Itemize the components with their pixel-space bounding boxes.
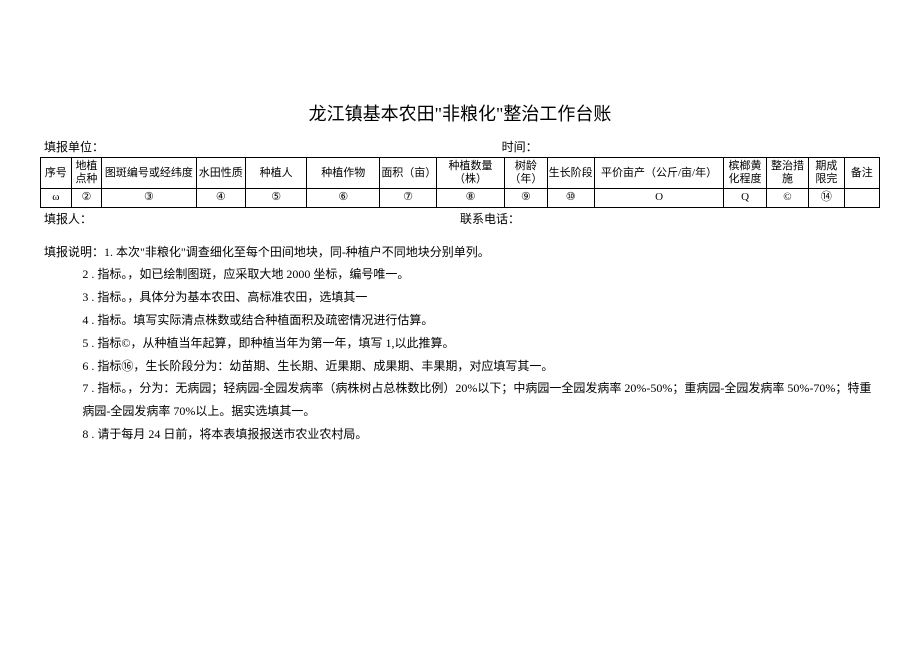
- main-table: 序号地植点种图斑编号或经纬度水田性质种植人种植作物面积（亩）种植数量（株）树龄（…: [40, 157, 880, 208]
- notes-item: 8 . 请于每月 24 日前，将本表填报报送市农业农村局。: [44, 423, 876, 446]
- table-data-cell: ©: [766, 189, 808, 207]
- table-header-cell: 种植数量（株）: [436, 158, 504, 189]
- table-header-cell: 树龄（年）: [505, 158, 547, 189]
- notes-item: 1. 本次"非粮化"调查细化至每个田间地块，同-种植户不同地块分别单列。: [104, 241, 876, 264]
- table-data-cell: ⑨: [505, 189, 547, 207]
- time-label: 时间：: [502, 138, 876, 155]
- table-header-cell: 地植点种: [71, 158, 102, 189]
- table-data-cell: ⑤: [246, 189, 307, 207]
- table-header-cell: 平价亩产（公斤/亩/年）: [594, 158, 724, 189]
- notes-label: 填报说明：: [44, 241, 104, 264]
- table-header-cell: 水田性质: [196, 158, 245, 189]
- table-data-cell: O: [594, 189, 724, 207]
- below-info-row: 填报人： 联系电话：: [40, 210, 880, 227]
- table-data-row: ω②③④⑤⑥⑦⑧⑨⑩OQ©⑭: [41, 189, 880, 207]
- table-data-cell: Q: [724, 189, 766, 207]
- report-unit-label: 填报单位：: [44, 138, 502, 155]
- table-data-cell: ω: [41, 189, 72, 207]
- table-header-cell: 图斑编号或经纬度: [102, 158, 196, 189]
- notes-item: 5 . 指标©，从种植当年起算，即种植当年为第一年，填写 1,以此推算。: [44, 332, 876, 355]
- table-header-cell: 面积（亩）: [380, 158, 437, 189]
- document-page: 龙江镇基本农田"非粮化"整治工作台账 填报单位： 时间： 序号地植点种图斑编号或…: [0, 0, 920, 486]
- table-header-row: 序号地植点种图斑编号或经纬度水田性质种植人种植作物面积（亩）种植数量（株）树龄（…: [41, 158, 880, 189]
- notes-item: 2 . 指标。，如已绘制图斑，应采取大地 2000 坐标，编号唯一。: [44, 263, 876, 286]
- notes-item: 7 . 指标。，分为：无病园；轻病园-全园发病率（病株树占总株数比例）20%以下…: [44, 377, 876, 423]
- table-data-cell: ⑧: [436, 189, 504, 207]
- table-data-cell: ④: [196, 189, 245, 207]
- table-header-cell: 种植人: [246, 158, 307, 189]
- table-data-cell: ②: [71, 189, 102, 207]
- table-data-cell: ⑩: [547, 189, 594, 207]
- table-data-cell: [844, 189, 880, 207]
- table-header-cell: 整治措施: [766, 158, 808, 189]
- table-data-cell: ③: [102, 189, 196, 207]
- table-header-cell: 生长阶段: [547, 158, 594, 189]
- notes-item: 3 . 指标。，具体分为基本农田、高标准农田，选填其一: [44, 286, 876, 309]
- notes-item: 4 . 指标。填写实际清点株数或结合种植面积及疏密情况进行估算。: [44, 309, 876, 332]
- table-header-cell: 备注: [844, 158, 880, 189]
- table-header-cell: 序号: [41, 158, 72, 189]
- table-header-cell: 槟榔黄化程度: [724, 158, 766, 189]
- top-info-row: 填报单位： 时间：: [40, 138, 880, 155]
- table-data-cell: ⑥: [307, 189, 380, 207]
- table-header-cell: 种植作物: [307, 158, 380, 189]
- phone-label: 联系电话：: [460, 210, 876, 227]
- notes-item: 6 . 指标⑯，生长阶段分为：幼苗期、生长期、近果期、成果期、丰果期，对应填写其…: [44, 355, 876, 378]
- table-data-cell: ⑦: [380, 189, 437, 207]
- table-header-cell: 期成限完: [809, 158, 844, 189]
- notes-section: 填报说明： 1. 本次"非粮化"调查细化至每个田间地块，同-种植户不同地块分别单…: [40, 241, 880, 446]
- table-data-cell: ⑭: [809, 189, 844, 207]
- reporter-label: 填报人：: [44, 210, 460, 227]
- document-title: 龙江镇基本农田"非粮化"整治工作台账: [40, 100, 880, 126]
